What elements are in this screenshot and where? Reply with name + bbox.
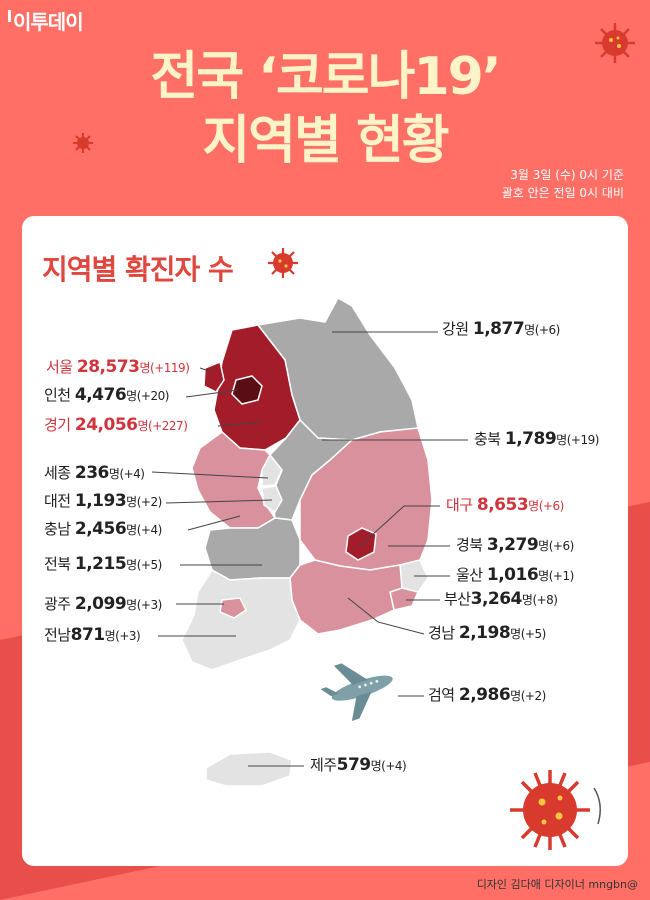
region-daegu (345, 527, 377, 561)
basis-date: 3월 3일 (수) 0시 기준 (510, 168, 624, 182)
label-daegu: 대구 8,653명(+6) (446, 495, 564, 515)
label-sejong: 세종 236명(+4) (44, 463, 145, 483)
label-jeonnam: 전남871명(+3) (44, 625, 141, 645)
label-jeonbuk: 전북 1,215명(+5) (44, 554, 162, 574)
label-chungnam: 충남 2,456명(+4) (44, 519, 162, 539)
region-seoul (231, 375, 263, 405)
virus-icon (510, 770, 601, 850)
label-gwangju: 광주 2,099명(+3) (44, 594, 162, 614)
label-daejeon: 대전 1,193명(+2) (44, 491, 162, 511)
label-gangwon: 강원 1,877명(+6) (442, 319, 560, 339)
label-chungbuk: 충북 1,789명(+19) (474, 429, 599, 449)
region-jeju (205, 751, 293, 787)
page-title-line1: 전국 ‘코로나19’ (150, 47, 501, 107)
label-gyeongnam: 경남 2,198명(+5) (428, 623, 546, 643)
region-gyeongnam (289, 559, 403, 635)
basis-comparison: 괄호 안은 전일 0시 대비 (501, 186, 624, 200)
designer-credit: 디자인 김다애 디자이너 mngbn@ (476, 878, 638, 891)
region-daejeon (261, 485, 283, 514)
section-title: 지역별 확진자 수 (42, 253, 234, 286)
label-jeju: 제주579명(+4) (310, 755, 407, 775)
virus-icon (595, 23, 635, 63)
label-quarantine: 검역 2,986명(+2) (428, 685, 546, 705)
region-jeonnam (181, 569, 301, 671)
airplane-icon (320, 663, 393, 721)
label-gyeonggi: 경기 24,056명(+227) (44, 415, 188, 435)
label-seoul: 서울 28,573명(+119) (46, 357, 190, 377)
region-jeonbuk (204, 517, 301, 581)
region-gwangju (219, 597, 247, 619)
virus-icon (268, 248, 298, 278)
label-incheon: 인천 4,476명(+20) (44, 385, 169, 405)
leader-lines (151, 331, 468, 767)
label-busan: 부산3,264명(+8) (444, 589, 558, 609)
basis-note: 3월 3일 (수) 0시 기준 괄호 안은 전일 0시 대비 (502, 166, 624, 202)
brand-logo: 이투데이 (8, 6, 84, 35)
label-gyeongbuk: 경북 3,279명(+6) (456, 535, 574, 555)
label-ulsan: 울산 1,016명(+1) (456, 565, 574, 585)
page-title-line2: 지역별 현황 (202, 111, 449, 171)
virus-icon (73, 133, 93, 153)
region-incheon (203, 360, 225, 393)
